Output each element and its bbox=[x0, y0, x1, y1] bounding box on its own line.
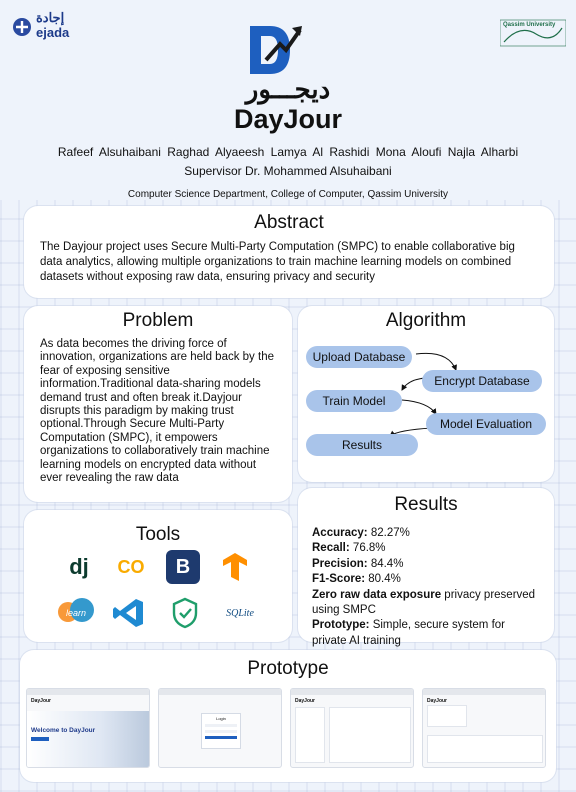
privacy-label: Zero raw data exposure bbox=[312, 588, 442, 601]
prototype-screenshot-results: DayJour bbox=[422, 688, 546, 768]
results-card: Results Accuracy: 82.27% Recall: 76.8% P… bbox=[298, 488, 554, 647]
sqlite-label: SQLite bbox=[226, 607, 254, 619]
qassim-university-logo-icon bbox=[500, 19, 566, 47]
poster-header: إجادة ejada Qassim University ديجـــور D… bbox=[0, 0, 576, 205]
prototype-card: Prototype DayJour Welcome to DayJour Log… bbox=[20, 650, 556, 782]
accuracy-label: Accuracy: bbox=[312, 527, 368, 539]
result-f1: F1-Score: 80.4% bbox=[312, 572, 540, 587]
prototype-screenshot-home: DayJour Welcome to DayJour bbox=[26, 688, 150, 768]
step-results: Results bbox=[306, 434, 418, 456]
browser-bar bbox=[159, 689, 281, 695]
arabic-app-name: ديجـــور bbox=[245, 74, 331, 104]
shot-dashboard-title: DayJour bbox=[295, 698, 316, 704]
f1-label: F1-Score: bbox=[312, 573, 366, 586]
shot-login-box: Login bbox=[201, 713, 241, 749]
precision-value: 84.4% bbox=[370, 557, 404, 570]
shot-dashboard-main bbox=[329, 707, 411, 763]
accuracy-value: 82.27% bbox=[370, 527, 410, 539]
browser-bar bbox=[27, 689, 149, 695]
abstract-card: Abstract The Dayjour project uses Secure… bbox=[24, 206, 554, 298]
browser-bar bbox=[291, 689, 413, 695]
shot-home-hero-button bbox=[31, 737, 49, 741]
sqlite-icon: SQLite bbox=[218, 596, 262, 630]
supervisor-line: Supervisor Dr. Mohammed Alsuhaibani bbox=[184, 164, 392, 178]
django-label: dj bbox=[69, 554, 89, 579]
results-heading: Results bbox=[394, 494, 458, 515]
prototype-label: Prototype: bbox=[312, 619, 370, 632]
abstract-text: The Dayjour project uses Secure Multi-Pa… bbox=[40, 241, 515, 283]
bootstrap-icon: B bbox=[166, 550, 200, 584]
step-upload-database: Upload Database bbox=[306, 346, 412, 368]
django-icon: dj bbox=[62, 550, 96, 584]
ejada-arabic-label: إجادة bbox=[36, 10, 65, 25]
qassim-university-name: Qassim University bbox=[503, 22, 556, 28]
app-title: DayJour bbox=[233, 104, 343, 134]
scikit-learn-label: learn bbox=[66, 608, 87, 618]
ejada-logo-icon bbox=[13, 18, 31, 36]
recall-label: Recall: bbox=[312, 542, 350, 555]
tools-heading: Tools bbox=[135, 524, 181, 545]
abstract-heading: Abstract bbox=[254, 212, 324, 233]
shot-home-title: DayJour bbox=[31, 698, 52, 704]
f1-value: 80.4% bbox=[368, 573, 401, 586]
prototype-screenshot-dashboard: DayJour bbox=[290, 688, 414, 768]
problem-text: As data becomes the driving force of inn… bbox=[40, 338, 274, 485]
step-model-evaluation: Model Evaluation bbox=[426, 413, 546, 435]
ejada-latin-label: ejada bbox=[36, 25, 70, 40]
problem-card: Problem As data becomes the driving forc… bbox=[24, 306, 292, 502]
colab-icon: CO bbox=[114, 550, 148, 584]
result-recall: Recall: 76.8% bbox=[312, 541, 540, 556]
shot-login-field bbox=[205, 730, 237, 733]
vscode-icon bbox=[113, 599, 143, 627]
result-precision: Precision: 84.4% bbox=[312, 557, 540, 572]
result-privacy: Zero raw data exposure privacy preserved… bbox=[312, 588, 540, 619]
dayjour-logo-icon bbox=[250, 26, 302, 74]
algorithm-card: Algorithm Upload Database Encrypt Databa… bbox=[298, 306, 554, 482]
shot-dashboard-sidebar bbox=[295, 707, 325, 763]
browser-bar bbox=[423, 689, 545, 695]
prototype-value: Simple, secure system for private AI tra… bbox=[312, 619, 505, 647]
department-line: Computer Science Department, College of … bbox=[127, 189, 449, 200]
authors-line: Rafeef Alsuhaibani Raghad Alyaeesh Lamya… bbox=[57, 145, 519, 159]
algorithm-heading: Algorithm bbox=[385, 310, 467, 331]
tensorflow-icon bbox=[223, 553, 247, 581]
scikit-learn-icon: learn bbox=[56, 596, 96, 630]
problem-heading: Problem bbox=[122, 310, 194, 331]
shot-login-title: Login bbox=[216, 716, 226, 721]
shot-results-panel bbox=[427, 705, 467, 727]
shot-home-hero: Welcome to DayJour bbox=[27, 711, 149, 767]
prototype-heading: Prototype bbox=[247, 658, 329, 679]
result-accuracy: Accuracy: 82.27% bbox=[312, 526, 540, 541]
tools-card: Tools dj CO B learn SQLite bbox=[24, 510, 292, 642]
recall-value: 76.8% bbox=[352, 542, 386, 555]
shot-login-button bbox=[205, 736, 237, 739]
step-encrypt-database: Encrypt Database bbox=[422, 370, 542, 392]
results-list: Accuracy: 82.27% Recall: 76.8% Precision… bbox=[312, 526, 540, 649]
colab-label: CO bbox=[117, 556, 145, 577]
shot-results-footer bbox=[427, 735, 543, 763]
shot-home-hero-text: Welcome to DayJour bbox=[31, 727, 96, 734]
bootstrap-label: B bbox=[175, 555, 191, 578]
shot-results-title: DayJour bbox=[427, 698, 448, 704]
shot-login-field bbox=[205, 724, 237, 727]
shield-icon bbox=[172, 597, 198, 629]
privacy-value: privacy preserved using SMPC bbox=[312, 588, 536, 617]
precision-label: Precision: bbox=[312, 557, 368, 570]
result-prototype: Prototype: Simple, secure system for pri… bbox=[312, 618, 540, 649]
step-train-model: Train Model bbox=[306, 390, 402, 412]
scikit-learn-circles bbox=[58, 598, 94, 622]
prototype-screenshot-login: Login bbox=[158, 688, 282, 768]
